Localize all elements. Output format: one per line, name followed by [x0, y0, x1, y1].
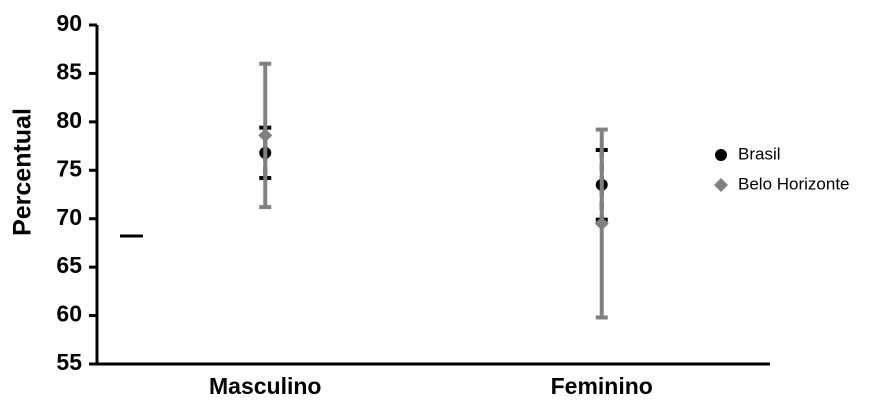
legend-marker: [715, 149, 727, 161]
x-tick-label: Masculino: [209, 373, 321, 399]
y-tick-label: 55: [56, 349, 82, 375]
x-tick-label: Feminino: [551, 373, 653, 399]
y-tick-label: 70: [56, 204, 82, 230]
y-tick-label: 85: [56, 59, 82, 85]
y-tick-label: 65: [56, 252, 82, 278]
y-tick-label: 60: [56, 301, 82, 327]
legend-label: Brasil: [738, 144, 781, 163]
legend-marker: [714, 178, 728, 192]
point: [258, 128, 273, 143]
y-tick-label: 80: [56, 107, 82, 133]
y-tick-label: 90: [56, 10, 82, 36]
legend-label: Belo Horizonte: [738, 174, 850, 193]
y-tick-label: 75: [56, 155, 82, 181]
point: [594, 216, 609, 231]
y-axis-label: Percentual: [9, 108, 37, 236]
